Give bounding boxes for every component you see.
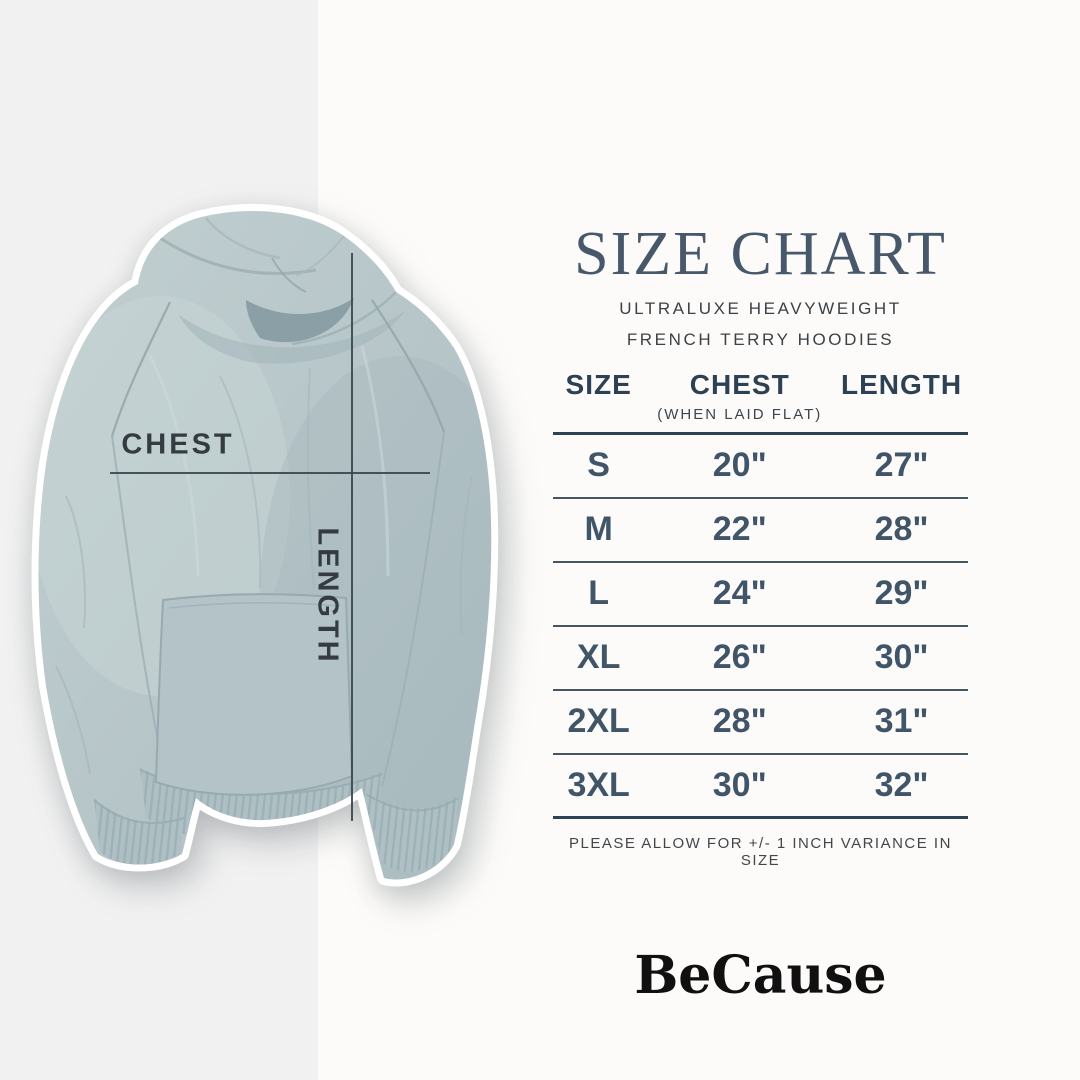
cell-chest: 24" — [712, 574, 767, 613]
table-row: L 24" 29" — [553, 563, 968, 627]
subtitle-line-2: FRENCH TERRY HOODIES — [626, 329, 895, 349]
product-photo-area: CHEST LENGTH — [10, 196, 555, 911]
length-label: LENGTH — [311, 527, 344, 665]
table-row: 3XL 30" 32" — [553, 755, 968, 819]
table-header-row: SIZE CHEST (WHEN LAID FLAT) LENGTH — [553, 369, 968, 435]
cell-size: S — [587, 446, 610, 485]
size-chart-panel: SIZE CHART ULTRALUXE HEAVYWEIGHT FRENCH … — [553, 220, 968, 1006]
col-header-length: LENGTH — [841, 369, 963, 401]
page-title: SIZE CHART — [574, 220, 947, 288]
hoodie-illustration — [10, 196, 555, 911]
col-header-size: SIZE — [565, 369, 632, 401]
cell-chest: 28" — [712, 702, 767, 741]
cell-size: M — [584, 510, 613, 549]
cell-length: 31" — [874, 702, 929, 741]
table-row: 2XL 28" 31" — [553, 691, 968, 755]
cell-size: 3XL — [567, 765, 630, 804]
cell-chest: 22" — [712, 510, 767, 549]
cell-chest: 30" — [712, 765, 767, 804]
cell-size: 2XL — [567, 702, 630, 741]
table-row: M 22" 28" — [553, 499, 968, 563]
brand-logo: BeCause — [634, 944, 887, 1006]
size-table: SIZE CHEST (WHEN LAID FLAT) LENGTH S 20"… — [553, 369, 968, 819]
size-variance-footnote: PLEASE ALLOW FOR +/- 1 INCH VARIANCE IN … — [569, 834, 952, 869]
cell-chest: 20" — [712, 446, 767, 485]
cell-size: L — [588, 574, 610, 613]
chest-label: CHEST — [121, 428, 235, 461]
col-header-chest: CHEST (WHEN LAID FLAT) — [644, 369, 835, 423]
length-measure-line — [351, 253, 353, 821]
cell-length: 27" — [874, 446, 929, 485]
table-row: S 20" 27" — [553, 435, 968, 499]
subtitle-line-1: ULTRALUXE HEAVYWEIGHT — [619, 299, 902, 319]
cell-chest: 26" — [712, 638, 767, 677]
cell-length: 32" — [874, 765, 929, 804]
page-subtitle: ULTRALUXE HEAVYWEIGHT FRENCH TERRY HOODI… — [553, 294, 968, 355]
chest-measure-line — [110, 472, 430, 474]
table-row: XL 26" 30" — [553, 627, 968, 691]
cell-size: XL — [576, 638, 621, 677]
cell-length: 30" — [874, 638, 929, 677]
cell-length: 28" — [874, 510, 929, 549]
cell-length: 29" — [874, 574, 929, 613]
chest-sub-label: (WHEN LAID FLAT) — [657, 406, 823, 424]
